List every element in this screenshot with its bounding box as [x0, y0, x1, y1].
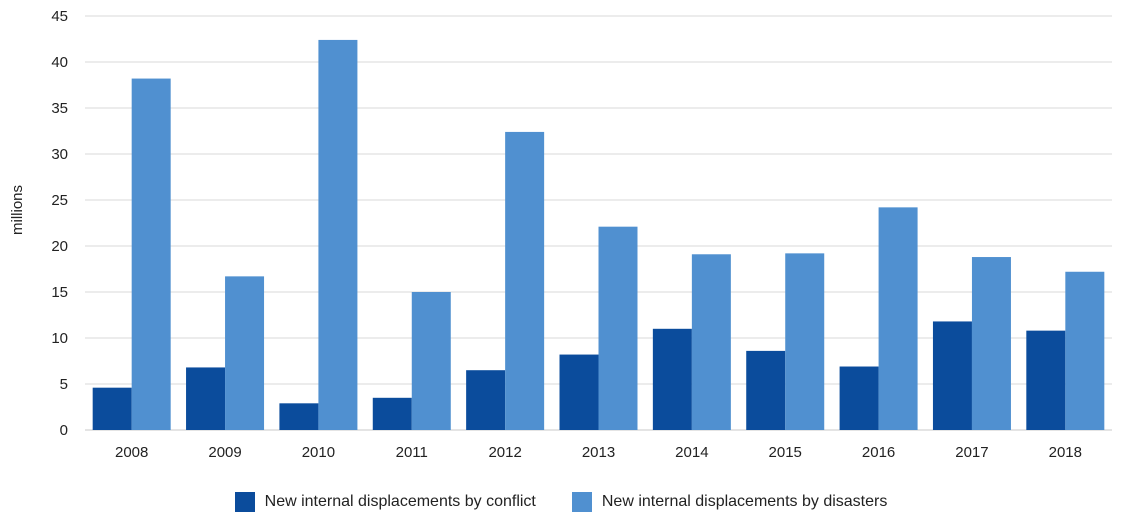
y-tick-label: 25: [51, 192, 68, 209]
legend-entry-disasters: New internal displacements by disasters: [571, 492, 888, 512]
y-tick-label: 20: [51, 238, 68, 255]
x-tick-label: 2016: [862, 444, 895, 461]
bar-conflict-2008: [92, 387, 132, 430]
x-tick-label: 2010: [302, 444, 335, 461]
x-tick-label: 2015: [769, 444, 802, 461]
x-tick-label: 2017: [955, 444, 988, 461]
bar-disasters-2018: [1065, 271, 1105, 430]
bars: [92, 39, 1105, 431]
bar-conflict-2017: [932, 321, 972, 430]
x-tick-label: 2018: [1049, 444, 1082, 461]
y-tick-label: 45: [51, 8, 68, 25]
y-axis-title: millions: [9, 185, 26, 235]
legend-label-disasters: New internal displacements by disasters: [601, 493, 888, 510]
bar-conflict-2013: [559, 354, 599, 430]
legend: New internal displacements by conflict N…: [0, 492, 1122, 512]
bar-disasters-2010: [318, 39, 358, 431]
bar-disasters-2016: [878, 207, 918, 430]
x-tick-labels: 2008 2009 2010 2011 2012 2013 2014 2015 2016 2017…: [115, 444, 1082, 461]
x-tick-label: 2013: [582, 444, 615, 461]
legend-swatch-conflict: [234, 492, 255, 512]
y-tick-label: 40: [51, 54, 68, 71]
bar-conflict-2011: [372, 397, 412, 430]
x-tick-label: 2009: [208, 444, 241, 461]
y-tick-labels: 0 5 10 15 20 25 30 35 40 45: [51, 8, 68, 439]
bar-conflict-2010: [279, 403, 319, 430]
y-tick-label: 0: [60, 422, 68, 439]
bar-conflict-2015: [746, 350, 786, 430]
bar-disasters-2014: [691, 254, 731, 430]
bar-disasters-2017: [971, 257, 1011, 430]
bar-disasters-2011: [411, 292, 451, 430]
x-tick-label: 2012: [488, 444, 521, 461]
y-tick-label: 35: [51, 100, 68, 117]
bar-conflict-2009: [186, 367, 226, 430]
bar-disasters-2008: [131, 78, 171, 430]
bar-disasters-2015: [785, 253, 825, 430]
legend-entry-conflict: New internal displacements by conflict: [234, 492, 536, 512]
x-tick-label: 2014: [675, 444, 708, 461]
bar-disasters-2009: [225, 276, 265, 430]
bar-conflict-2016: [839, 366, 879, 430]
bar-conflict-2014: [652, 328, 692, 430]
y-tick-label: 5: [60, 376, 68, 393]
y-tick-label: 30: [51, 146, 68, 163]
bar-conflict-2018: [1026, 330, 1066, 430]
legend-label-conflict: New internal displacements by conflict: [264, 493, 536, 510]
bar-disasters-2013: [598, 226, 638, 430]
x-tick-label: 2008: [115, 444, 148, 461]
y-tick-label: 15: [51, 284, 68, 301]
legend-swatch-disasters: [571, 492, 592, 512]
x-tick-label: 2011: [396, 444, 428, 461]
bar-conflict-2012: [466, 370, 506, 430]
bar-disasters-2012: [505, 131, 545, 431]
y-tick-label: 10: [51, 330, 68, 347]
